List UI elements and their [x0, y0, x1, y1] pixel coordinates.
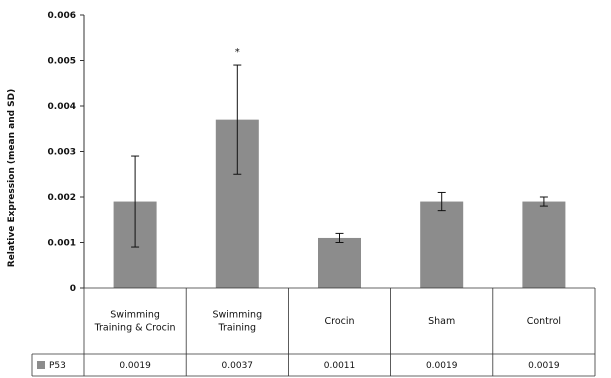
category-label: Training & Crocin	[94, 323, 176, 334]
annotations: *	[235, 47, 240, 58]
value-label: 0.0019	[528, 361, 560, 371]
category-label: Sham	[428, 316, 455, 327]
y-tick-label: 0.001	[48, 239, 76, 249]
category-label: Crocin	[324, 316, 354, 327]
value-label: 0.0019	[426, 361, 458, 371]
value-label: 0.0011	[324, 361, 356, 371]
bar	[318, 237, 361, 288]
category-label: Control	[527, 316, 561, 327]
y-axis: 0 0.001 0.002 0.003 0.004 0.005 0.006	[48, 11, 85, 294]
data-table: Swimming Training & Crocin 0.0019 Swimming T…	[31, 287, 596, 377]
bar	[420, 201, 464, 288]
y-tick-label: 0.006	[48, 11, 76, 21]
category-label: Training	[218, 323, 257, 334]
bar	[522, 201, 566, 288]
error-bars	[131, 64, 548, 248]
y-tick-label: 0.005	[48, 57, 76, 67]
category-label: Swimming	[212, 310, 262, 321]
legend-label: P53	[49, 361, 66, 371]
y-tick-label: 0.002	[48, 193, 76, 203]
category-label: Swimming	[110, 310, 160, 321]
value-label: 0.0019	[119, 361, 151, 371]
y-tick-label: 0.004	[48, 102, 76, 112]
y-tick-label: 0.003	[48, 148, 76, 158]
bars	[113, 119, 566, 289]
legend-swatch	[37, 361, 45, 369]
y-tick-label: 0	[70, 284, 76, 294]
significance-asterisk: *	[235, 47, 240, 58]
y-axis-label: Relative Expression (mean and SD)	[7, 89, 17, 267]
value-label: 0.0037	[222, 361, 254, 371]
